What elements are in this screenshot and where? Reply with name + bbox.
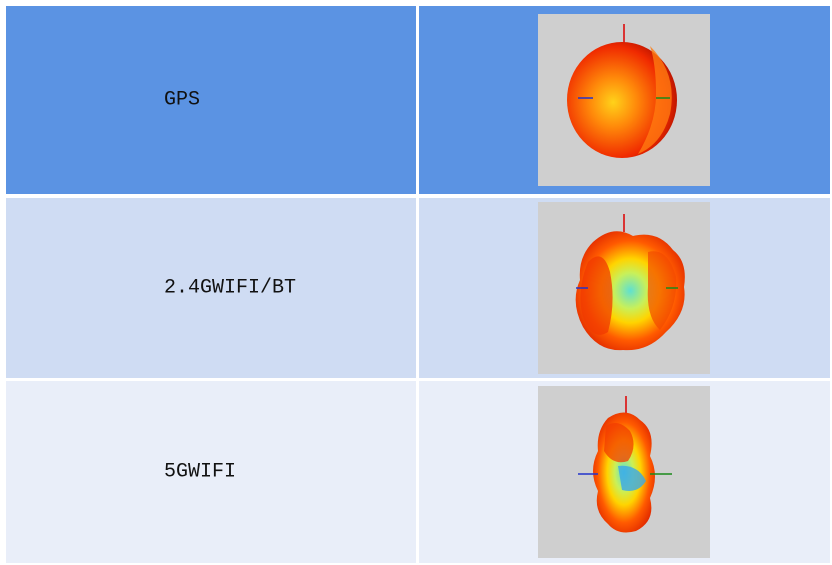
table-cell <box>419 381 830 563</box>
band-label: 2.4GWIFI/BT <box>164 276 297 300</box>
table-cell: GPS <box>6 6 416 194</box>
table-row: 5GWIFI <box>6 381 830 563</box>
radiation-pattern <box>538 386 710 558</box>
table-cell <box>419 6 830 194</box>
table-cell: 2.4GWIFI/BT <box>6 198 416 378</box>
table-cell: 5GWIFI <box>6 381 416 563</box>
table-row: 2.4GWIFI/BT <box>6 198 830 378</box>
table-row: GPS <box>6 6 830 194</box>
band-label: 5GWIFI <box>164 460 237 484</box>
radiation-pattern <box>538 202 710 374</box>
pattern-drawing <box>575 214 685 351</box>
pattern-drawing <box>578 396 672 533</box>
table-cell <box>419 198 830 378</box>
pattern-drawing <box>567 24 677 158</box>
radiation-pattern <box>538 14 710 186</box>
band-label: GPS <box>164 88 201 112</box>
